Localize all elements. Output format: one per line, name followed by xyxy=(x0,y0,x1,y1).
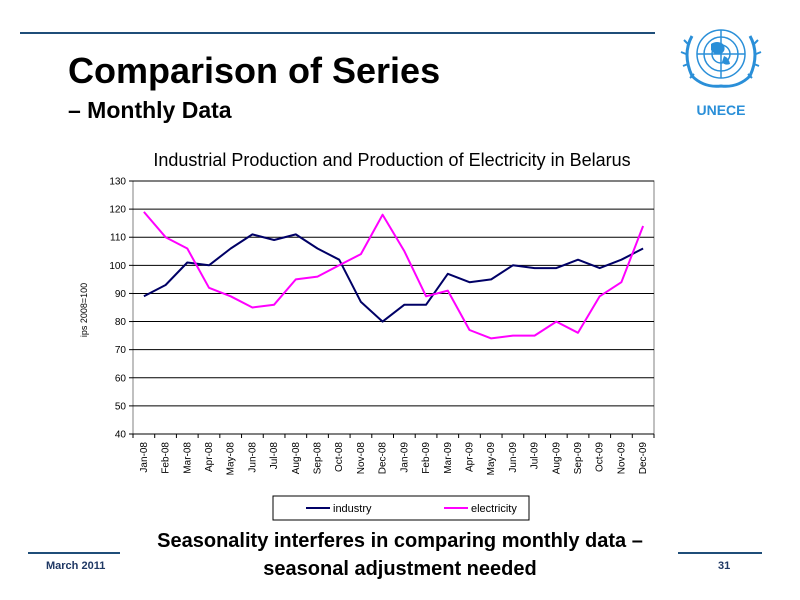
x-tick-label: Jan-09 xyxy=(399,442,410,473)
x-tick-label: Aug-09 xyxy=(551,442,562,475)
footer-rule-right xyxy=(678,552,762,554)
x-tick-label: Dec-09 xyxy=(638,442,649,475)
x-tick-label: Sep-09 xyxy=(573,442,584,475)
series-line-electricity xyxy=(143,211,645,340)
x-tick-label: Jul-08 xyxy=(269,442,280,470)
x-tick-label: Nov-09 xyxy=(616,442,627,475)
y-tick-label: 130 xyxy=(109,177,126,188)
x-tick-label: May-09 xyxy=(486,442,497,476)
header-rule xyxy=(20,32,655,34)
y-tick-label: 120 xyxy=(109,205,126,216)
x-tick-label: Jun-09 xyxy=(508,442,519,473)
x-tick-label: Nov-08 xyxy=(356,442,367,475)
footer-date: March 2011 xyxy=(46,560,106,572)
x-tick-label: Feb-08 xyxy=(161,442,172,474)
x-tick-label: Feb-09 xyxy=(421,442,432,474)
y-tick-label: 110 xyxy=(110,233,126,244)
x-tick-label: Oct-08 xyxy=(334,442,345,472)
legend-label-industry: industry xyxy=(333,503,372,515)
y-tick-label: 70 xyxy=(115,345,127,356)
legend-label-electricity: electricity xyxy=(471,503,517,515)
slide-caption: Seasonality interferes in comparing mont… xyxy=(157,530,643,580)
un-emblem-icon xyxy=(680,29,762,88)
x-tick-label: Sep-08 xyxy=(313,442,324,475)
x-tick-label: May-08 xyxy=(226,442,237,476)
slide-title: Comparison of Series xyxy=(68,50,441,91)
x-tick-label: Aug-08 xyxy=(291,442,302,475)
x-tick-label: Jun-08 xyxy=(247,442,258,473)
x-tick-label: Apr-08 xyxy=(204,442,215,472)
page-number: 31 xyxy=(718,560,731,572)
y-tick-label: 40 xyxy=(115,430,127,441)
footer-rule-left xyxy=(28,552,120,554)
y-axis: 40 50 60 70 80 90 100 110 120 130 xyxy=(109,177,133,441)
logo-text: UNECE xyxy=(696,102,745,118)
y-axis-label: ips 2008=100 xyxy=(79,283,89,337)
x-tick-label: Oct-09 xyxy=(595,442,606,472)
x-axis: Jan-08 Feb-08 Mar-08 Apr-08 May-08 Jun-08 Jul-… xyxy=(132,433,655,476)
x-tick-label: Dec-08 xyxy=(378,442,389,475)
series-line-industry xyxy=(143,233,644,323)
slide-subtitle: – Monthly Data xyxy=(68,97,232,123)
plot-area xyxy=(132,180,655,435)
legend: industry electricity xyxy=(272,495,530,521)
x-tick-label: Jul-09 xyxy=(530,442,541,470)
y-tick-label: 50 xyxy=(115,401,127,412)
chart-title: Industrial Production and Production of … xyxy=(153,150,630,170)
y-tick-label: 100 xyxy=(109,261,126,272)
gridlines xyxy=(133,180,654,435)
x-tick-label: Mar-08 xyxy=(182,442,193,474)
x-tick-label: Mar-09 xyxy=(443,442,454,474)
x-tick-label: Jan-08 xyxy=(139,442,150,473)
un-logo: UNECE xyxy=(680,29,762,118)
x-tick-label: Apr-09 xyxy=(464,442,475,472)
y-tick-label: 60 xyxy=(115,373,127,384)
y-tick-label: 90 xyxy=(115,289,127,300)
series-lines xyxy=(143,211,645,340)
y-tick-label: 80 xyxy=(115,317,127,328)
